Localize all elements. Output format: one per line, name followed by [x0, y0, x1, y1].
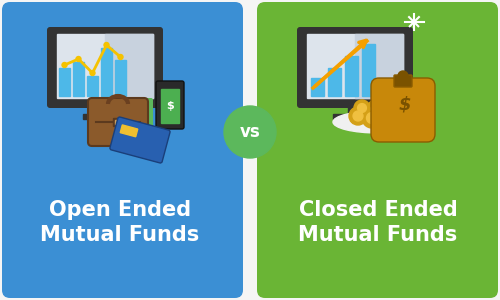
FancyBboxPatch shape [257, 2, 498, 298]
Bar [307, 34, 403, 98]
Circle shape [349, 107, 367, 125]
Polygon shape [123, 102, 143, 124]
FancyBboxPatch shape [2, 2, 243, 298]
FancyBboxPatch shape [371, 78, 435, 142]
Text: Closed Ended: Closed Ended [298, 200, 458, 220]
Bar [73, 62, 84, 96]
Circle shape [377, 107, 395, 125]
FancyBboxPatch shape [88, 98, 148, 146]
Bar [57, 34, 153, 98]
FancyBboxPatch shape [110, 117, 170, 163]
Circle shape [362, 108, 382, 128]
Circle shape [90, 70, 95, 76]
Circle shape [104, 43, 109, 47]
FancyBboxPatch shape [156, 81, 184, 129]
Bar [311, 78, 324, 96]
Circle shape [354, 100, 370, 116]
Bar [115, 60, 126, 96]
Text: $: $ [399, 95, 411, 113]
Bar [362, 44, 375, 96]
FancyBboxPatch shape [47, 27, 163, 108]
Circle shape [398, 71, 408, 81]
Bar [345, 56, 358, 96]
FancyBboxPatch shape [394, 75, 412, 87]
Bar [105, 34, 153, 98]
Bar [83, 114, 127, 119]
Ellipse shape [333, 111, 423, 133]
Circle shape [371, 104, 381, 114]
Circle shape [367, 100, 385, 118]
Circle shape [62, 62, 67, 68]
Circle shape [353, 111, 363, 121]
Bar [328, 68, 341, 96]
Bar [120, 125, 138, 137]
Circle shape [76, 56, 81, 61]
Text: Mutual Funds: Mutual Funds [298, 225, 458, 245]
Bar [348, 103, 362, 117]
Bar [355, 34, 403, 98]
Text: Open Ended: Open Ended [49, 200, 191, 220]
Bar [87, 76, 98, 96]
Circle shape [386, 106, 394, 114]
Bar [59, 68, 70, 96]
Circle shape [224, 106, 276, 158]
Bar [115, 120, 121, 124]
Text: vs: vs [240, 123, 260, 141]
Bar [113, 118, 123, 126]
Text: $: $ [166, 101, 174, 111]
Bar [98, 103, 112, 117]
Circle shape [358, 103, 366, 112]
Circle shape [118, 55, 123, 59]
FancyBboxPatch shape [119, 98, 153, 132]
Text: Mutual Funds: Mutual Funds [40, 225, 200, 245]
FancyBboxPatch shape [297, 27, 413, 108]
Circle shape [381, 111, 391, 121]
Circle shape [382, 102, 398, 118]
Bar [161, 89, 179, 123]
Circle shape [366, 112, 378, 124]
Bar [333, 114, 377, 119]
Bar [101, 48, 112, 96]
